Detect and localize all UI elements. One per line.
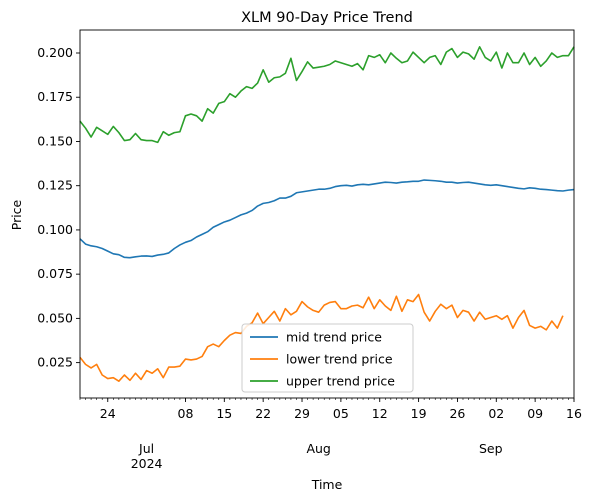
- axes-layer: 0.025 0.050 0.075 0.100 0.125 0.150 0.175 0.200…: [37, 45, 582, 471]
- chart-title: XLM 90-Day Price Trend: [241, 10, 413, 26]
- x-week-tick-label: 24: [100, 406, 116, 421]
- x-week-tick-label: 16: [566, 406, 582, 421]
- legend-label: lower trend price: [286, 352, 393, 367]
- x-month-label: Sep: [479, 441, 503, 456]
- y-tick-label: 0.125: [37, 178, 73, 193]
- legend-label: mid trend price: [286, 330, 382, 345]
- x-week-tick-label: 22: [255, 406, 271, 421]
- legend: mid trend price lower trend price upper tr…: [241, 323, 414, 393]
- x-week-tick-label: 29: [294, 406, 310, 421]
- x-week-tick-label: 08: [178, 406, 194, 421]
- series-line-3: [79, 46, 575, 144]
- series-line-2: [79, 293, 564, 382]
- plot-frame: [79, 29, 575, 399]
- series-layer: [79, 46, 575, 382]
- y-tick-label: 0.075: [37, 266, 73, 281]
- x-month-label: Jul: [138, 441, 154, 456]
- y-tick-label: 0.100: [37, 222, 73, 237]
- x-week-tick-label: 05: [333, 406, 349, 421]
- x-week-tick-label: 12: [372, 406, 388, 421]
- y-tick-label: 0.200: [37, 45, 73, 60]
- x-month-label: Aug: [306, 441, 330, 456]
- y-axis-label: Price: [9, 199, 24, 230]
- x-week-tick-label: 26: [449, 406, 465, 421]
- y-tick-label: 0.150: [37, 133, 73, 148]
- x-week-tick-label: 02: [488, 406, 504, 421]
- y-tick-label: 0.025: [37, 355, 73, 370]
- x-week-tick-label: 15: [216, 406, 232, 421]
- y-tick-label: 0.050: [37, 310, 73, 325]
- series-line-1: [79, 179, 575, 259]
- legend-label: upper trend price: [286, 374, 395, 389]
- x-axis-label: Time: [311, 477, 343, 492]
- legend-box: [241, 323, 414, 393]
- x-year-label: 2024: [131, 456, 163, 471]
- y-tick-label: 0.175: [37, 89, 73, 104]
- x-week-tick-label: 19: [411, 406, 427, 421]
- x-week-tick-label: 09: [527, 406, 543, 421]
